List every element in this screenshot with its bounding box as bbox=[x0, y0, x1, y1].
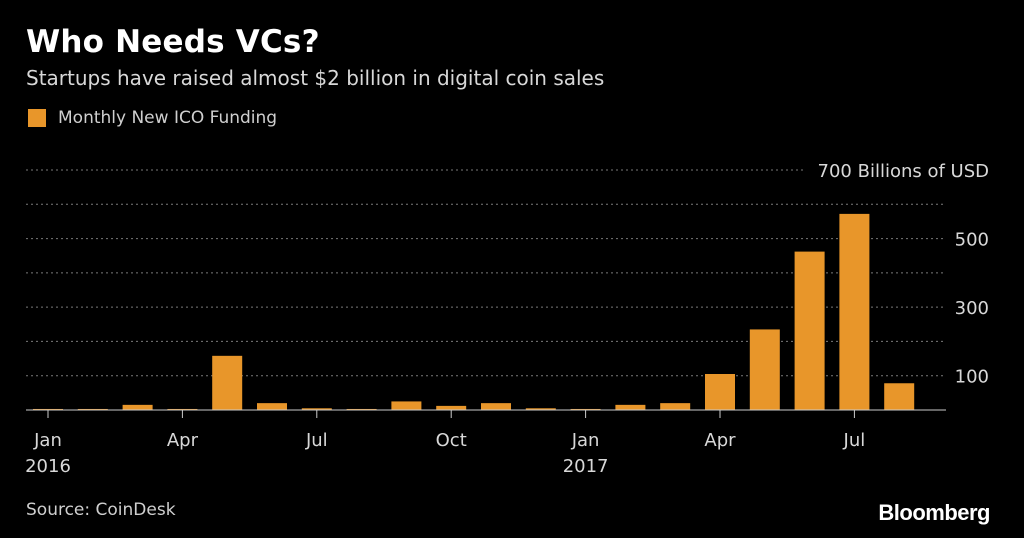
bar-2016-12 bbox=[525, 408, 556, 410]
y-tick-label: 300 bbox=[955, 298, 989, 319]
legend-label: Monthly New ICO Funding bbox=[58, 108, 278, 128]
bar-2016-09 bbox=[391, 401, 422, 410]
bar-2016-10 bbox=[436, 405, 467, 410]
bar-2017-05 bbox=[749, 329, 780, 410]
bar-2017-01 bbox=[570, 408, 601, 410]
bar-2016-08 bbox=[346, 408, 377, 410]
x-tick-label: Apr bbox=[167, 430, 199, 451]
x-tick-label: Oct bbox=[436, 430, 467, 451]
x-tick-label: Jan bbox=[571, 430, 600, 451]
x-tick-year-label: 2016 bbox=[25, 456, 71, 477]
y-tick-label: 700 Billions of USD bbox=[818, 161, 989, 182]
legend-swatch bbox=[28, 109, 46, 127]
bar-2017-07 bbox=[839, 213, 870, 410]
bar-2017-06 bbox=[794, 251, 825, 410]
bar-2016-05 bbox=[212, 355, 243, 410]
x-tick-label: Apr bbox=[704, 430, 736, 451]
bar-2017-02 bbox=[615, 404, 646, 410]
chart-subtitle: Startups have raised almost $2 billion i… bbox=[26, 66, 605, 90]
gridlines bbox=[26, 169, 946, 377]
bar-2016-01 bbox=[33, 408, 63, 410]
x-tick-label: Jul bbox=[843, 430, 866, 451]
x-axis bbox=[26, 409, 946, 418]
bar-2017-03 bbox=[660, 403, 691, 410]
bar-2016-07 bbox=[301, 408, 332, 410]
source-note: Source: CoinDesk bbox=[26, 500, 176, 520]
y-tick-label: 100 bbox=[955, 367, 989, 388]
chart-title: Who Needs VCs? bbox=[26, 24, 320, 60]
bar-2016-02 bbox=[77, 408, 108, 410]
bar-2016-04 bbox=[167, 408, 198, 410]
bar-2017-08 bbox=[884, 383, 915, 410]
x-tick-label: Jan bbox=[33, 430, 62, 451]
bar-2016-06 bbox=[257, 403, 287, 410]
bar-2016-03 bbox=[122, 404, 153, 410]
bloomberg-logo: Bloomberg bbox=[878, 500, 990, 525]
legend: Monthly New ICO Funding bbox=[28, 108, 277, 128]
y-tick-label: 500 bbox=[955, 230, 989, 251]
bar-2016-11 bbox=[481, 403, 511, 410]
x-tick-year-label: 2017 bbox=[563, 456, 609, 477]
bar-2017-04 bbox=[705, 374, 735, 410]
bars bbox=[33, 213, 915, 410]
axis-labels: 100 300 500 700 Billions of USD Jan 2016 Apr Ju… bbox=[25, 161, 989, 477]
x-tick-label: Jul bbox=[305, 430, 328, 451]
